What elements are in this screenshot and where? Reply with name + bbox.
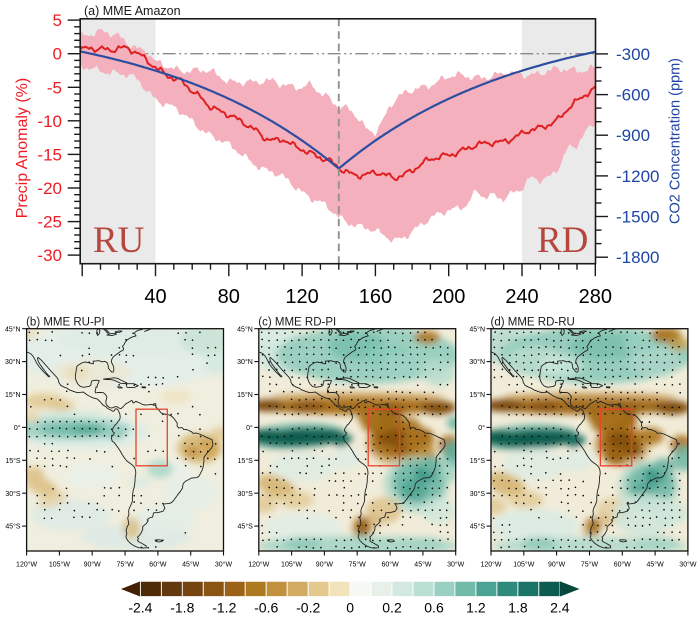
svg-text:(d) MME RD-RU: (d) MME RD-RU bbox=[491, 317, 575, 329]
svg-text:45°N: 45°N bbox=[5, 325, 21, 333]
svg-text:90°W: 90°W bbox=[316, 560, 334, 568]
svg-text:30°W: 30°W bbox=[447, 560, 465, 568]
svg-text:60°W: 60°W bbox=[149, 560, 167, 568]
svg-text:1.2: 1.2 bbox=[466, 600, 486, 616]
svg-text:30°W: 30°W bbox=[215, 560, 233, 568]
svg-text:-1800: -1800 bbox=[616, 248, 659, 267]
svg-text:105°W: 105°W bbox=[513, 560, 534, 568]
svg-text:45°S: 45°S bbox=[470, 523, 486, 531]
svg-text:-900: -900 bbox=[616, 126, 650, 145]
svg-text:40: 40 bbox=[144, 286, 166, 308]
svg-text:-20: -20 bbox=[37, 179, 62, 198]
svg-text:30°W: 30°W bbox=[679, 560, 697, 568]
svg-text:-15: -15 bbox=[37, 145, 62, 164]
svg-text:15°N: 15°N bbox=[469, 391, 485, 399]
svg-text:2.4: 2.4 bbox=[550, 600, 570, 616]
svg-text:30°N: 30°N bbox=[5, 358, 21, 366]
svg-text:15°N: 15°N bbox=[237, 391, 253, 399]
svg-text:240: 240 bbox=[505, 286, 538, 308]
svg-text:-1.8: -1.8 bbox=[170, 600, 194, 616]
svg-text:-10: -10 bbox=[37, 112, 62, 131]
svg-text:(c) MME RD-PI: (c) MME RD-PI bbox=[258, 317, 336, 329]
svg-text:60°W: 60°W bbox=[614, 560, 632, 568]
svg-text:280: 280 bbox=[579, 286, 612, 308]
svg-text:45°W: 45°W bbox=[414, 560, 432, 568]
svg-text:-2.4: -2.4 bbox=[128, 600, 152, 616]
svg-text:0°: 0° bbox=[246, 424, 253, 432]
svg-text:120: 120 bbox=[285, 286, 318, 308]
svg-text:45°S: 45°S bbox=[5, 523, 21, 531]
svg-text:-30: -30 bbox=[37, 246, 62, 265]
svg-text:0°: 0° bbox=[14, 424, 21, 432]
svg-text:-5: -5 bbox=[47, 78, 62, 97]
svg-text:1.8: 1.8 bbox=[508, 600, 528, 616]
svg-text:30°S: 30°S bbox=[5, 490, 21, 498]
svg-text:0: 0 bbox=[53, 45, 62, 64]
svg-text:(a) MME Amazon: (a) MME Amazon bbox=[84, 4, 181, 18]
svg-text:75°W: 75°W bbox=[349, 560, 367, 568]
svg-text:30°N: 30°N bbox=[469, 358, 485, 366]
svg-text:CO2 Concentration (ppm): CO2 Concentration (ppm) bbox=[668, 58, 684, 224]
svg-text:-300: -300 bbox=[616, 45, 650, 64]
svg-text:RD: RD bbox=[537, 220, 588, 261]
svg-text:30°N: 30°N bbox=[237, 358, 253, 366]
svg-text:15°S: 15°S bbox=[238, 457, 254, 465]
svg-text:0.2: 0.2 bbox=[382, 600, 402, 616]
svg-text:RU: RU bbox=[93, 220, 144, 261]
svg-text:5: 5 bbox=[53, 11, 62, 30]
svg-text:105°W: 105°W bbox=[281, 560, 302, 568]
svg-text:30°S: 30°S bbox=[238, 490, 254, 498]
svg-text:-600: -600 bbox=[616, 86, 650, 105]
svg-text:90°W: 90°W bbox=[84, 560, 102, 568]
svg-text:0.6: 0.6 bbox=[424, 600, 444, 616]
svg-text:120°W: 120°W bbox=[248, 560, 269, 568]
svg-text:45°N: 45°N bbox=[469, 325, 485, 333]
svg-text:75°W: 75°W bbox=[581, 560, 599, 568]
svg-text:120°W: 120°W bbox=[480, 560, 501, 568]
svg-text:75°W: 75°W bbox=[116, 560, 134, 568]
svg-text:15°S: 15°S bbox=[5, 457, 21, 465]
svg-text:-0.2: -0.2 bbox=[296, 600, 320, 616]
svg-text:0: 0 bbox=[346, 600, 354, 616]
svg-text:-1500: -1500 bbox=[616, 208, 659, 227]
svg-text:15°S: 15°S bbox=[470, 457, 486, 465]
svg-text:-1200: -1200 bbox=[616, 167, 659, 186]
svg-text:Precip Anomaly (%): Precip Anomaly (%) bbox=[14, 78, 31, 219]
svg-text:-0.6: -0.6 bbox=[254, 600, 278, 616]
svg-text:-25: -25 bbox=[37, 213, 62, 232]
svg-text:-1.2: -1.2 bbox=[212, 600, 236, 616]
svg-text:60°W: 60°W bbox=[381, 560, 399, 568]
svg-text:80: 80 bbox=[218, 286, 240, 308]
svg-text:0°: 0° bbox=[478, 424, 485, 432]
svg-text:120°W: 120°W bbox=[16, 560, 37, 568]
svg-text:45°S: 45°S bbox=[238, 523, 254, 531]
svg-text:200: 200 bbox=[432, 286, 465, 308]
svg-text:45°N: 45°N bbox=[237, 325, 253, 333]
svg-text:45°W: 45°W bbox=[182, 560, 200, 568]
svg-text:(b) MME RU-PI: (b) MME RU-PI bbox=[26, 317, 105, 329]
svg-text:105°W: 105°W bbox=[49, 560, 70, 568]
svg-text:30°S: 30°S bbox=[470, 490, 486, 498]
svg-text:90°W: 90°W bbox=[548, 560, 566, 568]
svg-text:15°N: 15°N bbox=[5, 391, 21, 399]
svg-text:45°W: 45°W bbox=[646, 560, 664, 568]
svg-text:160: 160 bbox=[359, 286, 392, 308]
